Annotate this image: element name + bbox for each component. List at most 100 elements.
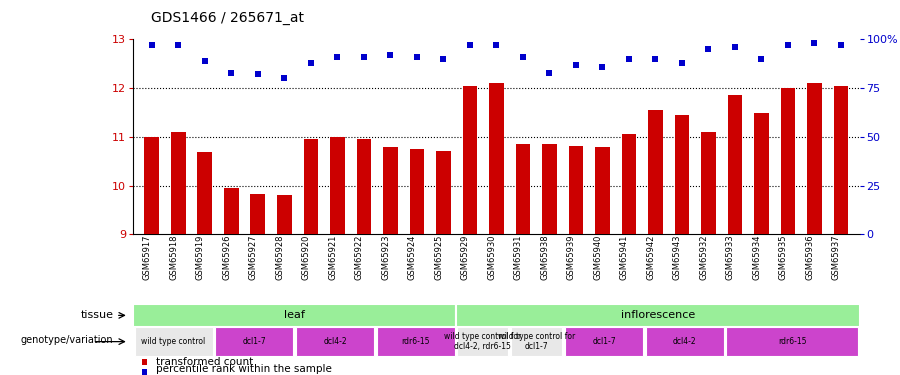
Text: GSM65939: GSM65939 (567, 235, 576, 280)
Text: GSM65933: GSM65933 (726, 235, 735, 280)
Point (330, 54, 345, 60)
Text: wild type control for
dcl1-7: wild type control for dcl1-7 (498, 332, 575, 351)
Point (145, 42, 159, 48)
Bar (410, 149, 424, 234)
Bar (726, 327, 859, 356)
Text: percentile rank within the sample: percentile rank within the sample (156, 364, 331, 374)
Bar (171, 132, 185, 234)
Point (381, 336, 395, 342)
Point (224, 69, 238, 75)
Point (569, 62, 583, 68)
Text: rdr6-15: rdr6-15 (778, 337, 806, 346)
Point (277, 75, 292, 81)
Point (780, 42, 795, 48)
Bar (145, 137, 159, 234)
Bar (727, 96, 742, 234)
Point (595, 64, 609, 70)
Point (463, 42, 477, 48)
Text: GSM65942: GSM65942 (646, 235, 655, 280)
Bar (383, 147, 398, 234)
Bar (296, 327, 374, 356)
Point (381, 244, 395, 250)
Bar (622, 134, 636, 234)
Point (490, 42, 504, 48)
Text: GSM65924: GSM65924 (408, 235, 417, 280)
Bar (780, 88, 796, 234)
Point (410, 54, 424, 60)
Point (807, 40, 822, 46)
Text: inflorescence: inflorescence (621, 310, 695, 320)
Bar (133, 304, 456, 327)
Text: GSM65941: GSM65941 (620, 235, 629, 280)
Bar (215, 327, 293, 356)
Bar (457, 327, 508, 356)
Text: genotype/variation: genotype/variation (21, 335, 113, 345)
Point (728, 44, 742, 50)
Text: transformed count: transformed count (156, 357, 253, 367)
Bar (277, 195, 292, 234)
Bar (356, 140, 371, 234)
Text: GSM65917: GSM65917 (143, 235, 152, 280)
Point (701, 46, 716, 52)
Bar (516, 144, 530, 234)
Point (303, 60, 318, 66)
Text: GSM65930: GSM65930 (488, 235, 497, 280)
Point (171, 42, 185, 48)
Point (250, 72, 265, 78)
Bar (569, 146, 583, 234)
Bar (489, 83, 504, 234)
Bar (250, 194, 266, 234)
Text: rdr6-15: rdr6-15 (401, 337, 430, 346)
Bar (463, 86, 477, 234)
Bar (833, 86, 848, 234)
Point (542, 69, 556, 75)
Bar (303, 140, 318, 234)
Bar (511, 327, 562, 356)
Text: dcl4-2: dcl4-2 (673, 337, 697, 346)
Point (648, 56, 662, 62)
Text: leaf: leaf (284, 310, 305, 320)
Text: GSM65931: GSM65931 (514, 235, 523, 280)
Text: GSM65923: GSM65923 (382, 235, 391, 280)
Bar (224, 188, 238, 234)
Text: GSM65922: GSM65922 (355, 235, 364, 280)
Bar (565, 327, 643, 356)
Text: dcl4-2: dcl4-2 (323, 337, 346, 346)
Point (833, 42, 848, 48)
Text: GSM65937: GSM65937 (832, 235, 841, 280)
Text: GSM65927: GSM65927 (248, 235, 257, 280)
Text: GSM65929: GSM65929 (461, 235, 470, 280)
Point (622, 56, 636, 62)
Bar (456, 304, 860, 327)
Text: GSM65928: GSM65928 (275, 235, 284, 280)
Text: GSM65918: GSM65918 (169, 235, 178, 280)
Text: GSM65925: GSM65925 (435, 235, 444, 280)
Text: GSM65920: GSM65920 (302, 235, 310, 280)
Text: wild type control for
dcl4-2, rdr6-15: wild type control for dcl4-2, rdr6-15 (445, 332, 521, 351)
Bar (197, 152, 212, 234)
Text: tissue: tissue (80, 310, 113, 320)
Bar (134, 327, 212, 356)
Text: wild type control: wild type control (141, 337, 206, 346)
Bar (807, 83, 822, 234)
Text: GSM65938: GSM65938 (540, 235, 549, 280)
Text: dcl1-7: dcl1-7 (242, 337, 266, 346)
Text: GSM65935: GSM65935 (778, 235, 788, 280)
Point (198, 58, 212, 64)
Bar (595, 147, 609, 234)
Bar (648, 110, 662, 234)
Text: GSM65932: GSM65932 (699, 235, 708, 280)
Text: dcl1-7: dcl1-7 (592, 337, 616, 346)
Text: GSM65919: GSM65919 (196, 235, 205, 280)
Point (516, 54, 530, 60)
Bar (376, 327, 454, 356)
Bar (330, 137, 345, 234)
Bar (754, 114, 769, 234)
Text: GSM65921: GSM65921 (328, 235, 338, 280)
Bar (645, 327, 724, 356)
Text: GSM65936: GSM65936 (806, 235, 814, 280)
Point (754, 56, 769, 62)
Point (383, 52, 398, 58)
Bar (701, 132, 716, 234)
Bar (436, 150, 451, 234)
